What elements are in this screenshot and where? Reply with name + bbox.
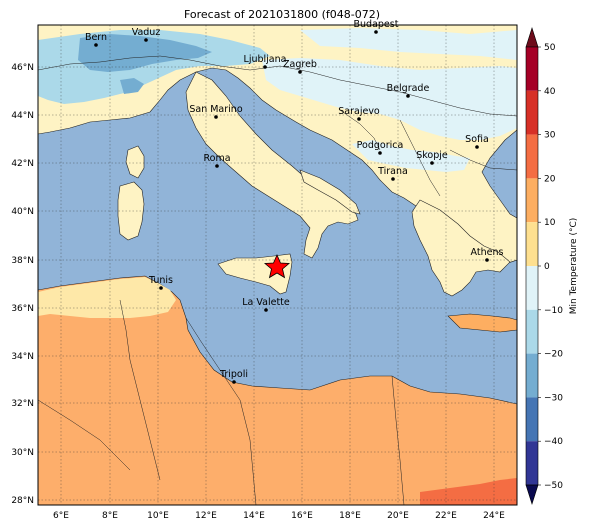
colorbar-ticks: 50 40 30 20 10 0 −10 −20 −30 −40 −50 <box>538 43 563 491</box>
colorbar-segment <box>526 266 538 310</box>
colorbar-segment <box>526 309 538 354</box>
lon-tick-label: 22°E <box>435 511 457 521</box>
lat-tick-label: 38°N <box>11 256 34 266</box>
colorbar-segment <box>526 178 538 223</box>
lat-tick-label: 42°N <box>11 159 34 169</box>
colorbar-bottom-extend <box>525 484 539 505</box>
colorbar-segment <box>526 222 538 266</box>
colorbar-tick-label: 20 <box>544 174 556 184</box>
city-label: Sofia <box>465 134 489 145</box>
country-borders <box>38 55 517 505</box>
city-label: La Valette <box>242 297 290 308</box>
map-title: Forecast of 2021031800 (f048-072) <box>184 8 380 21</box>
city-markers <box>94 30 489 384</box>
map-area <box>38 25 517 505</box>
lon-tick-label: 10°E <box>147 511 169 521</box>
lon-tick-label: 6°E <box>53 511 69 521</box>
city-label: Skopje <box>416 150 448 161</box>
colorbar-tick-label: 0 <box>544 262 550 272</box>
city-label: Vaduz <box>132 27 161 38</box>
crete-land <box>447 313 517 333</box>
alps-colder-region <box>78 34 212 72</box>
corsica-land <box>125 145 145 179</box>
colorbar-tick-label: −40 <box>544 437 563 447</box>
colorbar-segment <box>526 353 538 398</box>
city-label: Roma <box>203 153 230 164</box>
colorbar-top-extend <box>525 27 539 48</box>
city-label: Bern <box>85 32 107 43</box>
colorbar-segment <box>526 90 538 135</box>
balkans-cool-region <box>262 58 517 140</box>
latitude-ticks: 46°N 44°N 42°N 40°N 38°N 36°N 34°N 32°N … <box>11 63 34 506</box>
city-label: Sarajevo <box>338 106 380 117</box>
colorbar-tick-label: −10 <box>544 306 563 316</box>
colorbar-segment <box>526 134 538 179</box>
graticule <box>38 25 517 505</box>
alps-coldest-patch <box>120 78 144 94</box>
city-label: Zagreb <box>283 59 317 70</box>
colorbar-tick-label: 50 <box>544 43 556 53</box>
italy-land <box>185 71 359 259</box>
colorbar: 50 40 30 20 10 0 −10 −20 −30 −40 −50 Min Temperatu… <box>525 27 579 505</box>
city-label: Tunis <box>148 275 173 286</box>
city-label: Podgorica <box>357 140 404 151</box>
city-labels: Bern Vaduz Budapest Ljubljana Zagreb Bel… <box>85 19 504 380</box>
colorbar-segment <box>526 47 538 91</box>
lat-tick-label: 36°N <box>11 304 34 314</box>
lon-tick-label: 18°E <box>339 511 361 521</box>
puglia-land <box>299 169 361 215</box>
colorbar-tick-label: −30 <box>544 393 563 403</box>
lat-tick-label: 32°N <box>11 399 34 409</box>
colorbar-label: Min Temperature (°C) <box>569 218 579 315</box>
lat-tick-label: 34°N <box>11 352 34 362</box>
colorbar-segments <box>526 47 538 485</box>
map-frame <box>37 24 518 506</box>
balkans-cool-region-2 <box>352 140 470 172</box>
colorbar-segment <box>526 441 538 485</box>
tunisia-cool-region <box>38 277 176 318</box>
greece-land <box>411 199 511 297</box>
colorbar-tick-label: −50 <box>544 481 563 491</box>
sardinia-land <box>117 181 145 241</box>
lat-tick-label: 44°N <box>11 111 34 121</box>
city-label: Tirana <box>377 166 408 177</box>
lat-tick-label: 40°N <box>11 207 34 217</box>
lat-tick-label: 46°N <box>11 63 34 73</box>
lon-tick-label: 16°E <box>291 511 313 521</box>
colorbar-tick-label: 30 <box>544 131 556 141</box>
colorbar-segment <box>526 397 538 442</box>
lat-tick-label: 30°N <box>11 448 34 458</box>
colorbar-tick-label: 10 <box>544 218 556 228</box>
city-label: San Marino <box>189 104 242 115</box>
longitude-ticks: 6°E 8°E 10°E 12°E 14°E 16°E 18°E 20°E 22… <box>53 511 505 521</box>
lat-tick-label: 28°N <box>11 496 34 506</box>
lon-tick-label: 20°E <box>387 511 409 521</box>
hot-region <box>420 478 517 505</box>
colorbar-tick-label: 40 <box>544 87 556 97</box>
carpathian-cool <box>300 28 517 60</box>
lon-tick-label: 24°E <box>483 511 505 521</box>
city-label: Athens <box>471 247 504 258</box>
city-label: Budapest <box>354 19 399 30</box>
city-label: Ljubljana <box>244 54 287 65</box>
city-label: Tripoli <box>219 369 248 380</box>
lon-tick-label: 8°E <box>102 511 118 521</box>
lon-tick-label: 14°E <box>243 511 265 521</box>
city-label: Belgrade <box>387 83 430 94</box>
lon-tick-label: 12°E <box>195 511 217 521</box>
location-star-marker <box>263 254 291 279</box>
colorbar-tick-label: −20 <box>544 350 563 360</box>
